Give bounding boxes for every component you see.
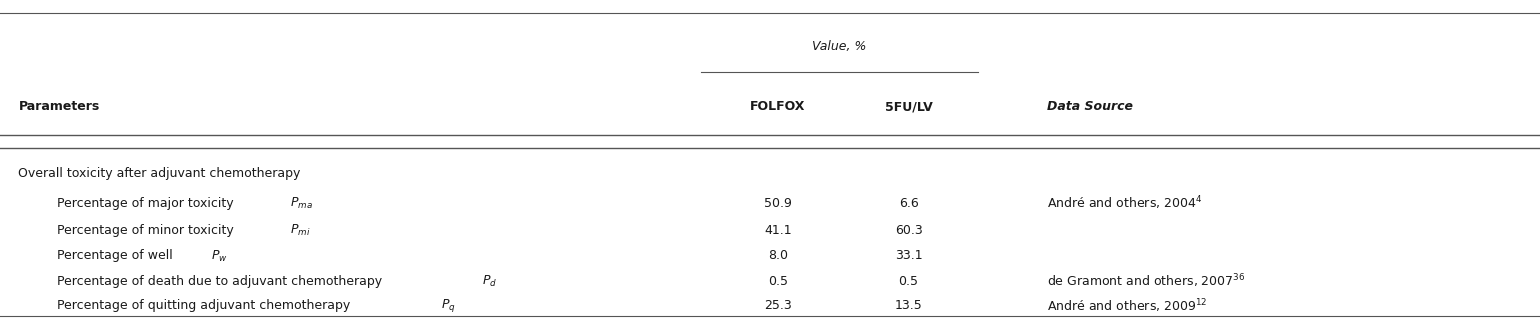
- Text: Value, %: Value, %: [812, 40, 867, 52]
- Text: Parameters: Parameters: [18, 100, 100, 113]
- Text: André and others, 2009$^{12}$: André and others, 2009$^{12}$: [1047, 297, 1207, 315]
- Text: 8.0: 8.0: [768, 250, 787, 262]
- Text: $P_{w}$: $P_{w}$: [211, 248, 228, 264]
- Text: 5FU/LV: 5FU/LV: [884, 100, 933, 113]
- Text: Percentage of death due to adjuvant chemotherapy: Percentage of death due to adjuvant chem…: [57, 275, 387, 288]
- Text: 13.5: 13.5: [895, 300, 922, 312]
- Text: Percentage of minor toxicity: Percentage of minor toxicity: [57, 224, 237, 237]
- Text: 6.6: 6.6: [899, 197, 918, 210]
- Text: Percentage of quitting adjuvant chemotherapy: Percentage of quitting adjuvant chemothe…: [57, 300, 354, 312]
- Text: 60.3: 60.3: [895, 224, 922, 237]
- Text: 50.9: 50.9: [764, 197, 792, 210]
- Text: $P_{q}$: $P_{q}$: [440, 297, 456, 315]
- Text: 0.5: 0.5: [899, 275, 918, 288]
- Text: Data Source: Data Source: [1047, 100, 1133, 113]
- Text: $P_{ma}$: $P_{ma}$: [290, 196, 313, 211]
- Text: Overall toxicity after adjuvant chemotherapy: Overall toxicity after adjuvant chemothe…: [18, 167, 300, 180]
- Text: $P_{mi}$: $P_{mi}$: [290, 223, 311, 238]
- Text: 25.3: 25.3: [764, 300, 792, 312]
- Text: 41.1: 41.1: [764, 224, 792, 237]
- Text: André and others, 2004$^{4}$: André and others, 2004$^{4}$: [1047, 195, 1203, 212]
- Text: Percentage of well: Percentage of well: [57, 250, 177, 262]
- Text: FOLFOX: FOLFOX: [750, 100, 805, 113]
- Text: Percentage of major toxicity: Percentage of major toxicity: [57, 197, 237, 210]
- Text: 33.1: 33.1: [895, 250, 922, 262]
- Text: 0.5: 0.5: [768, 275, 787, 288]
- Text: $P_{d}$: $P_{d}$: [482, 274, 497, 289]
- Text: de Gramont and others, 2007$^{36}$: de Gramont and others, 2007$^{36}$: [1047, 273, 1246, 290]
